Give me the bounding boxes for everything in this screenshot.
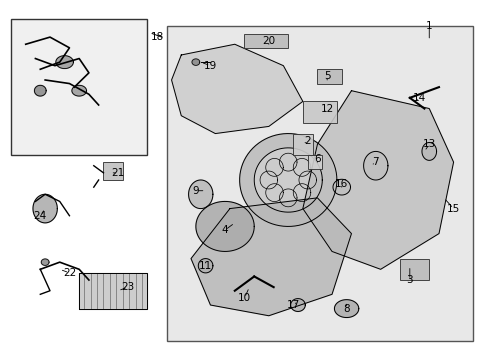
Text: 22: 22 xyxy=(62,268,76,278)
Text: 5: 5 xyxy=(323,71,330,81)
Polygon shape xyxy=(196,202,254,251)
Bar xyxy=(244,33,287,48)
Polygon shape xyxy=(302,91,453,269)
Text: 18: 18 xyxy=(150,32,163,42)
Polygon shape xyxy=(192,59,200,65)
Text: 21: 21 xyxy=(111,168,124,178)
FancyBboxPatch shape xyxy=(166,26,472,341)
Text: 15: 15 xyxy=(446,203,459,213)
Polygon shape xyxy=(56,56,73,68)
Polygon shape xyxy=(293,184,310,202)
Text: 17: 17 xyxy=(286,300,299,310)
Polygon shape xyxy=(41,259,49,265)
Text: 12: 12 xyxy=(320,104,333,113)
FancyBboxPatch shape xyxy=(11,19,147,155)
Text: 23: 23 xyxy=(121,282,134,292)
Polygon shape xyxy=(293,158,310,176)
Polygon shape xyxy=(279,153,296,171)
Polygon shape xyxy=(265,158,283,176)
Text: 3: 3 xyxy=(406,275,412,285)
Polygon shape xyxy=(332,179,350,195)
Polygon shape xyxy=(290,298,305,311)
Polygon shape xyxy=(265,184,283,202)
Polygon shape xyxy=(421,143,436,160)
Text: 8: 8 xyxy=(343,303,349,314)
Text: 24: 24 xyxy=(34,211,47,221)
Bar xyxy=(103,162,122,180)
Polygon shape xyxy=(171,44,302,134)
Text: 4: 4 xyxy=(221,225,228,235)
Text: 20: 20 xyxy=(262,36,275,46)
Bar xyxy=(317,69,341,84)
Text: 6: 6 xyxy=(313,154,320,163)
Polygon shape xyxy=(298,171,316,189)
Polygon shape xyxy=(279,189,296,207)
Polygon shape xyxy=(79,273,147,309)
Text: 9: 9 xyxy=(192,186,199,196)
Polygon shape xyxy=(254,148,322,212)
Polygon shape xyxy=(34,85,46,96)
Text: 13: 13 xyxy=(422,139,435,149)
Text: 2: 2 xyxy=(304,136,310,146)
Polygon shape xyxy=(334,300,358,318)
Bar xyxy=(302,102,336,123)
Text: 16: 16 xyxy=(334,179,347,189)
Text: 14: 14 xyxy=(412,93,426,103)
Bar xyxy=(307,155,322,169)
Text: 19: 19 xyxy=(203,61,217,71)
Text: 10: 10 xyxy=(238,293,250,303)
Text: 11: 11 xyxy=(199,261,212,271)
Polygon shape xyxy=(363,152,387,180)
Polygon shape xyxy=(260,171,277,189)
Bar xyxy=(399,258,428,280)
Text: 7: 7 xyxy=(372,157,378,167)
Polygon shape xyxy=(198,258,212,273)
Polygon shape xyxy=(33,194,57,223)
Text: 1: 1 xyxy=(425,21,432,31)
Polygon shape xyxy=(239,134,336,226)
Bar xyxy=(292,134,312,155)
Polygon shape xyxy=(191,198,351,316)
Polygon shape xyxy=(188,180,212,208)
Polygon shape xyxy=(72,85,86,96)
